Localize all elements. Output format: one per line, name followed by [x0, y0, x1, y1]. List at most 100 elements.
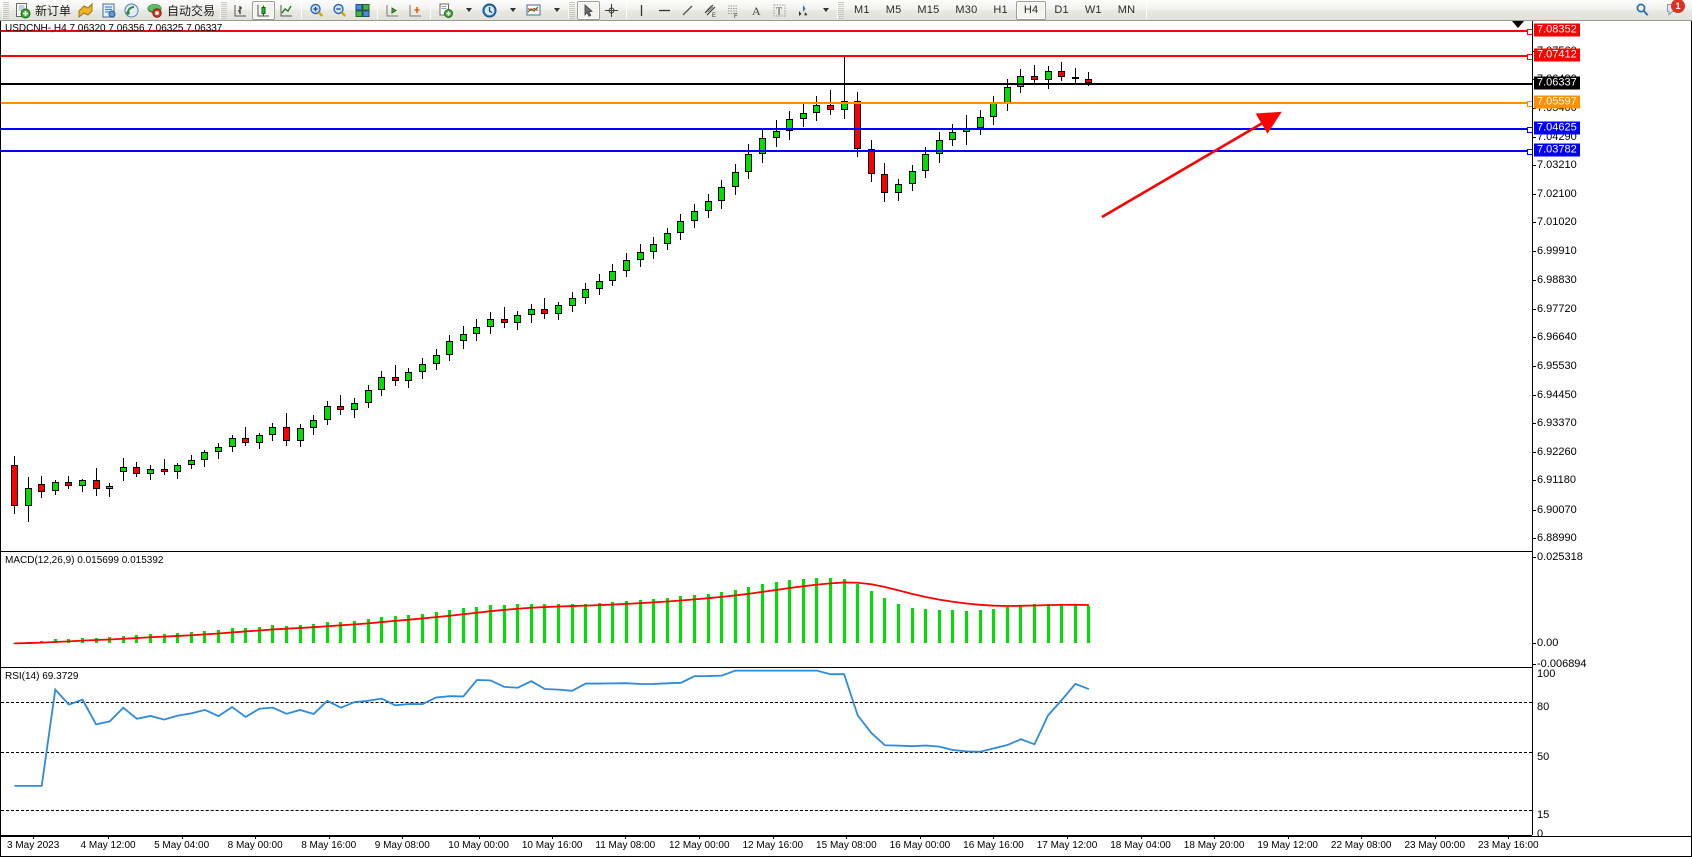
- time-label: 19 May 12:00: [1257, 837, 1318, 851]
- candle-body: [867, 148, 875, 174]
- price-axis[interactable]: 7.075607.064807.054007.042907.032107.021…: [1532, 21, 1691, 840]
- rsi-level-80: [1, 702, 1532, 703]
- text-tool-icon[interactable]: A: [745, 1, 768, 20]
- time-label: 16 May 00:00: [889, 837, 951, 851]
- equidistant-channel-icon[interactable]: E: [699, 1, 722, 20]
- rsi-tick: 0: [1537, 828, 1544, 840]
- timeframe-button-d1[interactable]: D1: [1054, 4, 1069, 16]
- timeframe-button-h1[interactable]: H1: [993, 4, 1008, 16]
- indicator-dropdown-caret[interactable]: [457, 1, 478, 20]
- alerts-icon[interactable]: 1: [1662, 0, 1686, 20]
- price-tag-resistance[interactable]: 7.07412: [1534, 48, 1580, 62]
- timeframe-button-mn[interactable]: MN: [1117, 4, 1136, 16]
- candle: [786, 110, 794, 141]
- macd-bar: [625, 601, 628, 644]
- price-level-support[interactable]: [1, 148, 1532, 155]
- autotrading-icon[interactable]: [143, 1, 166, 20]
- toolbar-grip[interactable]: [2, 1, 9, 19]
- zoom-out-icon[interactable]: [328, 1, 351, 20]
- line-chart-icon[interactable]: [275, 1, 298, 20]
- candlestick-chart-icon[interactable]: [252, 0, 276, 20]
- price-level-resistance[interactable]: [1, 29, 1532, 36]
- timeframe-button-m1[interactable]: M1: [854, 4, 870, 16]
- candle: [351, 398, 358, 419]
- toolbar-grip-charts[interactable]: [220, 1, 228, 19]
- new-order-button[interactable]: [11, 1, 34, 20]
- candle: [364, 384, 372, 408]
- time-axis[interactable]: 3 May 2023 4 May 12:00 5 May 04:00 8 May 00…: [1, 836, 1691, 855]
- crosshair-tool-icon[interactable]: [600, 1, 623, 20]
- vertical-line-icon[interactable]: [630, 1, 653, 20]
- candle-body: [310, 419, 318, 429]
- time-label: 15 May 08:00: [816, 837, 877, 851]
- price-tag-pivot[interactable]: 7.05597: [1534, 95, 1580, 109]
- price-tag-support[interactable]: 7.03782: [1534, 143, 1580, 157]
- horizontal-line-icon[interactable]: [653, 1, 676, 20]
- bar-chart-icon[interactable]: [229, 1, 252, 20]
- timeframe-button-h4[interactable]: H4: [1015, 0, 1047, 20]
- candle: [609, 264, 617, 287]
- candle: [106, 482, 114, 497]
- templates-icon[interactable]: [522, 1, 545, 20]
- cursor-tool-icon[interactable]: [577, 0, 601, 20]
- period-dropdown-caret[interactable]: [501, 1, 522, 20]
- price-level-pivot[interactable]: [1, 101, 1532, 108]
- rsi-pane[interactable]: RSI(14) 69.3729: [1, 669, 1532, 836]
- chart-window[interactable]: USDCNH-,H4 7.06320 7.06356 7.06325 7.063…: [0, 21, 1692, 857]
- timeframe-button-m30[interactable]: M30: [955, 4, 978, 16]
- candle: [24, 477, 32, 522]
- chart-shift-icon[interactable]: [381, 1, 404, 20]
- time-label: 18 May 20:00: [1183, 837, 1245, 851]
- search-icon[interactable]: [1631, 1, 1654, 20]
- data-window-icon[interactable]: [97, 1, 120, 20]
- toolbar-separator-5: [1146, 1, 1148, 19]
- tile-windows-icon[interactable]: [351, 1, 374, 20]
- toolbar-grip-timeframes[interactable]: [837, 1, 845, 19]
- price-pane[interactable]: USDCNH-,H4 7.06320 7.06356 7.06325 7.063…: [1, 21, 1532, 552]
- price-level-resistance[interactable]: [1, 53, 1532, 60]
- timeframe-button-w1[interactable]: W1: [1084, 4, 1102, 16]
- macd-bar: [652, 599, 656, 644]
- macd-bar: [407, 614, 411, 644]
- candle-body: [174, 464, 182, 472]
- price-tag-current-price[interactable]: 7.06337: [1534, 76, 1580, 90]
- candle: [759, 129, 766, 163]
- market-watch-icon[interactable]: [74, 1, 97, 20]
- candle: [432, 349, 440, 370]
- timeframe-button-m5[interactable]: M5: [885, 4, 902, 16]
- fibonacci-icon[interactable]: F: [722, 1, 745, 20]
- trendline-icon[interactable]: [676, 1, 699, 20]
- period-clock-icon[interactable]: [478, 1, 501, 20]
- time-label: 18 May 04:00: [1110, 837, 1171, 851]
- candle-body: [731, 171, 739, 187]
- candle: [296, 423, 304, 448]
- navigator-icon[interactable]: [120, 1, 143, 20]
- candle-body: [323, 405, 331, 420]
- arrows-dropdown-caret[interactable]: [814, 1, 835, 20]
- new-order-label: 新订单: [35, 3, 72, 18]
- candle-body: [786, 118, 794, 131]
- pane-collapse-triangle[interactable]: [1512, 21, 1524, 28]
- price-tag-resistance[interactable]: 7.08352: [1534, 23, 1580, 37]
- time-label: 3 May 2023: [7, 837, 60, 851]
- candle-wick: [245, 427, 247, 447]
- zoom-in-icon[interactable]: [305, 1, 328, 20]
- price-level-current-price[interactable]: [1, 82, 1532, 85]
- add-indicator-icon[interactable]: [434, 1, 457, 20]
- auto-scroll-icon[interactable]: [404, 1, 427, 20]
- macd-bar: [761, 584, 764, 644]
- macd-bar: [339, 621, 343, 644]
- text-label-icon[interactable]: T: [768, 1, 791, 20]
- price-tag-support[interactable]: 7.04625: [1534, 121, 1580, 135]
- arrows-tool-icon[interactable]: [791, 1, 814, 20]
- candle-body: [704, 201, 712, 212]
- toolbar-grip-tools[interactable]: [568, 1, 576, 19]
- macd-pane[interactable]: MACD(12,26,9) 0.015699 0.015392: [1, 553, 1532, 668]
- price-level-support[interactable]: [1, 126, 1532, 133]
- candle: [990, 95, 998, 126]
- templates-dropdown-caret[interactable]: [545, 1, 566, 20]
- timeframe-button-m15[interactable]: M15: [917, 4, 940, 16]
- candle-body: [840, 100, 848, 111]
- candle: [813, 95, 821, 122]
- candle-body: [854, 100, 862, 149]
